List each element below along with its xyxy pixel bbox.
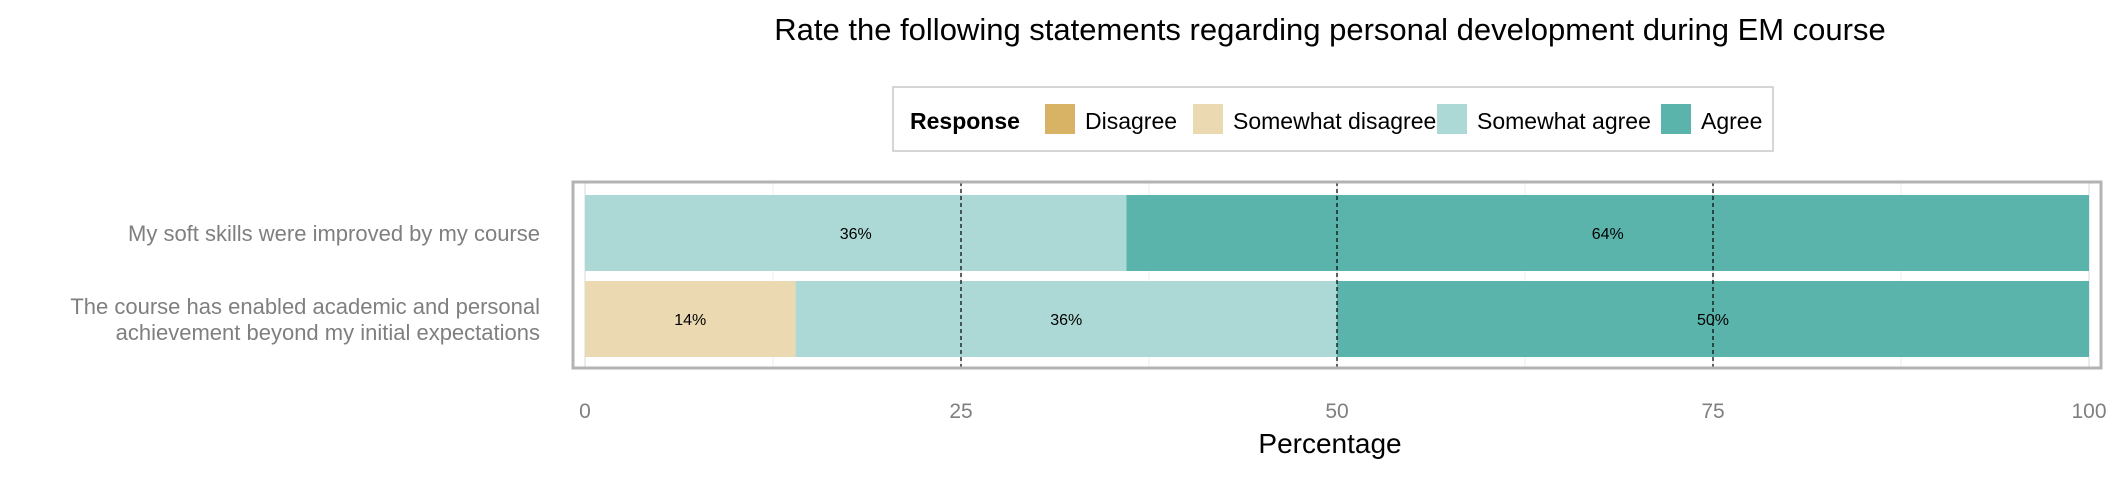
data-label: 64% xyxy=(1592,226,1624,243)
legend-swatch xyxy=(1193,104,1223,134)
data-label: 14% xyxy=(674,312,706,329)
legend-label: Disagree xyxy=(1085,108,1177,134)
legend-swatch xyxy=(1437,104,1467,134)
bar-segment xyxy=(585,281,796,357)
x-tick-label: 100 xyxy=(2071,400,2106,423)
legend-swatch xyxy=(1661,104,1691,134)
legend-items: Disagree Somewhat disagree Somewhat agree A… xyxy=(1045,104,1762,134)
x-tick-label: 25 xyxy=(949,400,972,423)
category-label: achievement beyond my initial expectatio… xyxy=(116,320,540,345)
panel-border xyxy=(571,180,2103,370)
legend: Response Disagree Somewhat disagree Somewh… xyxy=(892,86,1774,152)
data-label: 50% xyxy=(1697,312,1729,329)
x-tick-label: 75 xyxy=(1701,400,1724,423)
legend-label: Somewhat agree xyxy=(1477,108,1651,134)
bar-segment xyxy=(585,195,1127,271)
legend-label: Somewhat disagree xyxy=(1233,108,1436,134)
category-label: My soft skills were improved by my cours… xyxy=(128,221,540,246)
data-label: 36% xyxy=(840,226,872,243)
chart-title: Rate the following statements regarding … xyxy=(774,12,1885,47)
legend-label: Agree xyxy=(1701,108,1762,134)
x-axis-title: Percentage xyxy=(1258,428,1401,459)
x-tick-label: 0 xyxy=(579,400,591,423)
legend-box xyxy=(892,86,1774,152)
legend-title: Response xyxy=(910,108,1020,134)
bar-segment xyxy=(795,281,1337,357)
x-tick-label: 50 xyxy=(1325,400,1348,423)
category-label: The course has enabled academic and pers… xyxy=(70,294,540,319)
plot-area: 36% 64% 14% 36% 50% My soft skills were impro… xyxy=(70,180,2107,423)
bar-segment xyxy=(1126,195,2089,271)
legend-swatch xyxy=(1045,104,1075,134)
data-label: 36% xyxy=(1050,312,1082,329)
